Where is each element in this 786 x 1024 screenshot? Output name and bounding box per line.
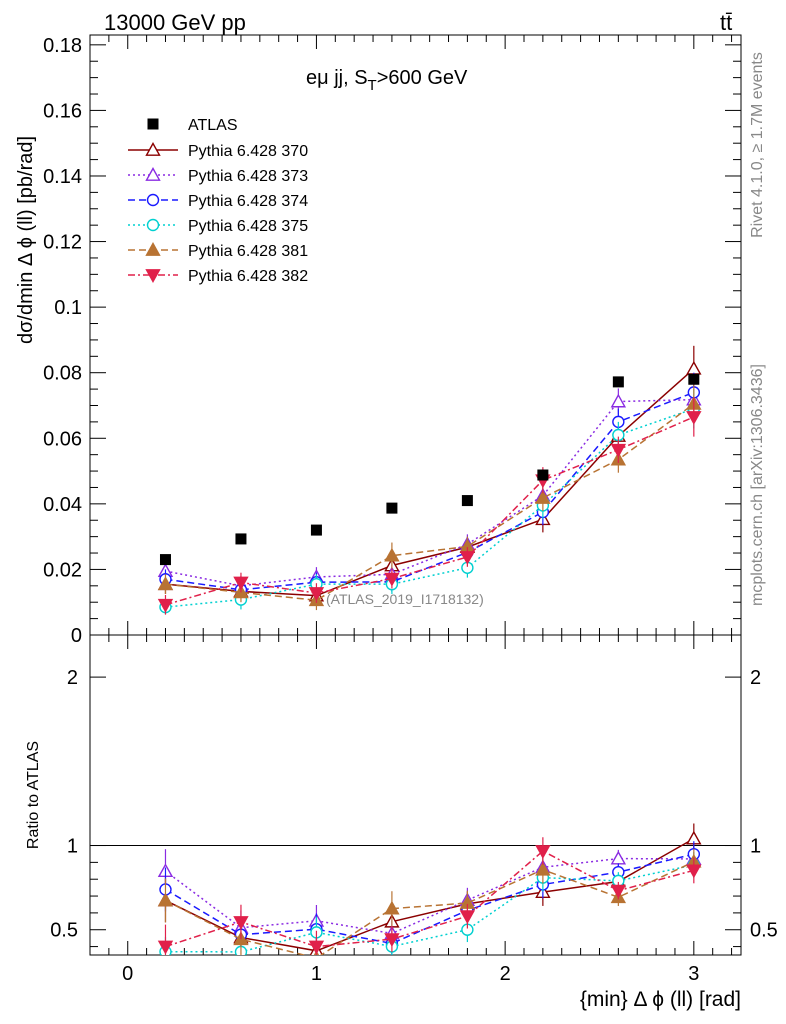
atlas-point bbox=[386, 502, 398, 514]
y-tick-label: 0.16 bbox=[43, 100, 82, 122]
series-line bbox=[165, 368, 695, 597]
y-tick-label: 0.12 bbox=[43, 232, 82, 254]
legend-marker bbox=[145, 242, 161, 256]
ratio-plot-frame bbox=[89, 634, 742, 956]
y-tick-label: 0.14 bbox=[43, 166, 82, 188]
ratio-series-line bbox=[165, 850, 695, 948]
atlas-point bbox=[688, 373, 700, 385]
ratio-tick-label-right: 2 bbox=[750, 667, 761, 689]
legend-marker bbox=[145, 269, 161, 283]
ratio-tick-label: 2 bbox=[67, 667, 78, 689]
y-tick-label: 0.04 bbox=[43, 494, 82, 516]
legend-label: Pythia 6.428 375 bbox=[188, 218, 308, 235]
data-point bbox=[233, 576, 249, 591]
series-1 bbox=[157, 379, 702, 596]
legend-label: Pythia 6.428 381 bbox=[188, 243, 308, 260]
y-tick-label: 0 bbox=[71, 625, 82, 647]
legend-label: Pythia 6.428 382 bbox=[188, 268, 308, 285]
tick-labels: 0 1 2 3 0 0.02 0.04 0.06 0.08 0.1 0.12 0.14 0.16 0.18… bbox=[43, 35, 778, 985]
ratio-point bbox=[535, 861, 551, 876]
y-axis-title: dσ/dmin Δ ϕ (ll) [pb/rad] bbox=[15, 136, 37, 344]
x-tick-label: 0 bbox=[122, 963, 133, 985]
energy-label: 13000 GeV pp bbox=[104, 10, 246, 35]
data-point bbox=[686, 411, 702, 425]
series-line bbox=[165, 416, 695, 606]
x-tick-label: 1 bbox=[311, 963, 322, 985]
legend-marker bbox=[145, 142, 161, 156]
series-line bbox=[165, 398, 694, 587]
legend-label: Pythia 6.428 374 bbox=[188, 193, 308, 210]
legend-label: Pythia 6.428 373 bbox=[188, 168, 308, 185]
data-point bbox=[459, 551, 476, 565]
y-tick-label: 0.08 bbox=[43, 363, 82, 385]
ratio-series-5 bbox=[157, 837, 702, 955]
ratio-point bbox=[384, 933, 400, 948]
ratio-tick-label-right: 1 bbox=[750, 836, 761, 858]
data-point bbox=[308, 587, 325, 601]
mcplots-label: mcplots.cern.ch [arXiv:1306.3436] bbox=[749, 364, 766, 606]
atlas-point bbox=[461, 495, 473, 507]
legend-marker bbox=[145, 167, 161, 181]
plot-title: eμ jj, ST>600 GeV bbox=[306, 67, 468, 94]
ratio-point bbox=[535, 845, 551, 859]
ratio-point bbox=[686, 864, 702, 879]
axis-ticks bbox=[90, 35, 741, 955]
legend-atlas-label: ATLAS bbox=[188, 117, 238, 134]
series-line bbox=[165, 403, 695, 602]
analysis-label: (ATLAS_2019_I1718132) bbox=[326, 591, 484, 607]
y-tick-label: 0.18 bbox=[43, 35, 82, 57]
ratio-axis-title: Ratio to ATLAS bbox=[25, 741, 42, 849]
atlas-data-layer bbox=[159, 373, 700, 566]
y-tick-label: 0.02 bbox=[43, 559, 82, 581]
ratio-point bbox=[157, 940, 174, 955]
legend: ATLAS Pythia 6.428 370 Pythia 6.428 373 Pyt… bbox=[128, 117, 308, 285]
data-point bbox=[384, 572, 400, 587]
data-point bbox=[686, 360, 702, 375]
ratio-tick-label: 0.5 bbox=[50, 920, 78, 942]
series-layer bbox=[157, 345, 702, 615]
data-point bbox=[535, 490, 551, 504]
legend-atlas-marker bbox=[147, 118, 159, 130]
ratio-tick-label: 1 bbox=[67, 836, 78, 858]
series-5 bbox=[157, 397, 702, 615]
data-point bbox=[610, 393, 627, 408]
ratio-point bbox=[157, 892, 174, 907]
atlas-point bbox=[159, 554, 171, 566]
ratio-point bbox=[384, 900, 400, 915]
x-tick-label: 2 bbox=[500, 963, 511, 985]
x-tick-label: 3 bbox=[688, 963, 699, 985]
legend-marker bbox=[146, 218, 160, 232]
ratio-point bbox=[459, 910, 476, 925]
atlas-point bbox=[612, 376, 624, 388]
series-line bbox=[165, 408, 695, 608]
x-axis-title: {min} Δ ϕ (ll) [rad] bbox=[580, 988, 741, 1011]
atlas-point bbox=[235, 533, 247, 545]
ratio-point bbox=[610, 884, 627, 899]
rivet-label: Rivet 4.1.0, ≥ 1.7M events bbox=[749, 52, 766, 238]
atlas-point bbox=[310, 524, 322, 536]
ratio-point bbox=[308, 940, 325, 955]
data-point bbox=[384, 547, 400, 562]
legend-label: Pythia 6.428 370 bbox=[188, 143, 308, 160]
ratio-point bbox=[233, 916, 249, 930]
y-tick-label: 0.06 bbox=[43, 428, 82, 450]
legend-marker bbox=[146, 193, 160, 207]
data-point bbox=[157, 576, 174, 591]
data-point bbox=[610, 443, 627, 458]
ratio-tick-label-right: 0.5 bbox=[750, 920, 778, 942]
y-tick-label: 0.1 bbox=[54, 297, 82, 319]
atlas-point bbox=[537, 469, 549, 481]
ratio-series-line bbox=[165, 861, 695, 955]
ratio-layer bbox=[157, 823, 702, 955]
process-label: tt̄ bbox=[720, 10, 732, 35]
data-point bbox=[157, 598, 174, 613]
